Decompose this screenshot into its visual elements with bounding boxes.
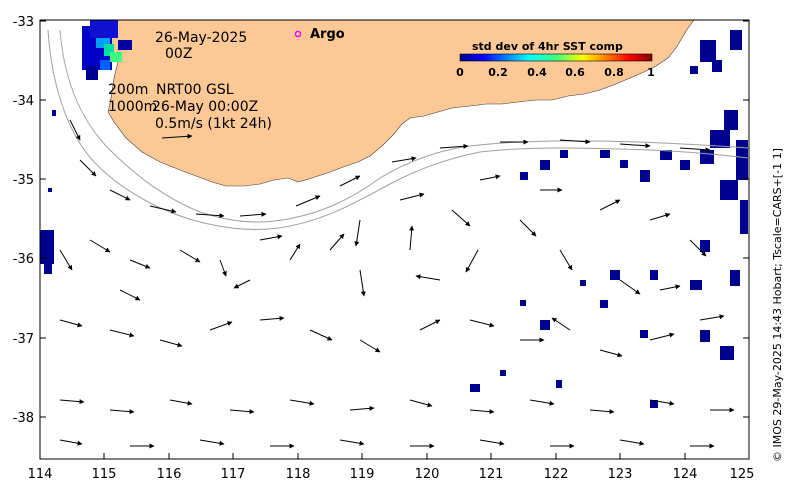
x-tick-label: 122 — [544, 467, 569, 482]
product-time-label: 26-May 00:00Z — [152, 99, 258, 115]
x-tick-label: 119 — [350, 467, 375, 482]
product-label: NRT00 GSL — [156, 82, 234, 98]
y-tick-label: -35 — [13, 173, 34, 188]
x-tick-label: 115 — [92, 467, 117, 482]
scale-label: 0.5m/s (1kt 24h) — [155, 116, 272, 132]
colorbar-gradient — [459, 53, 653, 62]
hour-label: 00Z — [165, 46, 192, 62]
current-vectors — [59, 119, 735, 449]
x-tick-label: 114 — [28, 467, 53, 482]
y-tick-label: -38 — [13, 411, 34, 426]
isobath-1000m-label: 1000m — [108, 99, 157, 115]
sst-high-variance-patch — [82, 20, 132, 80]
x-tick-labels: 114 115 116 117 118 119 120 121 122 123 … — [28, 467, 755, 482]
x-tick-label: 124 — [673, 467, 698, 482]
x-tick-label: 120 — [415, 467, 440, 482]
x-axis — [39, 453, 750, 459]
y-tick-label: -36 — [13, 252, 34, 267]
colorbar-title: std dev of 4hr SST comp — [472, 40, 623, 53]
y-tick-label: -37 — [13, 332, 34, 347]
x-tick-label: 123 — [608, 467, 633, 482]
argo-label: Argo — [310, 27, 345, 42]
y-tick-label: -33 — [13, 15, 34, 30]
colorbar-tick: 0.6 — [565, 66, 585, 79]
isobath-200m-label: 200m — [108, 82, 148, 98]
x-tick-label: 116 — [157, 467, 182, 482]
isobath-lines — [47, 29, 749, 230]
y-tick-labels: -33 -34 -35 -36 -37 -38 — [13, 15, 34, 426]
credit-text: © IMOS 29-May-2025 14:43 Hobart; Tscale=… — [771, 148, 784, 462]
colorbar-tick: 1 — [647, 66, 655, 79]
date-label: 26-May-2025 — [155, 30, 247, 46]
x-tick-label: 125 — [730, 467, 755, 482]
argo-marker — [294, 30, 302, 38]
sst-pixels — [40, 30, 748, 408]
y-axis — [40, 20, 749, 418]
colorbar: std dev of 4hr SST comp 0 0.2 0.4 0.6 0.… — [456, 40, 655, 79]
plot-frame — [39, 19, 750, 460]
y-tick-label: -34 — [13, 94, 34, 109]
colorbar-tick: 0.4 — [527, 66, 547, 79]
x-tick-label: 117 — [221, 467, 246, 482]
colorbar-tick: 0.8 — [604, 66, 624, 79]
colorbar-tick: 0.2 — [488, 66, 508, 79]
x-tick-label: 121 — [479, 467, 504, 482]
x-tick-label: 118 — [286, 467, 311, 482]
scale-arrow — [161, 133, 193, 139]
land-mass — [103, 20, 695, 187]
colorbar-tick: 0 — [456, 66, 464, 79]
